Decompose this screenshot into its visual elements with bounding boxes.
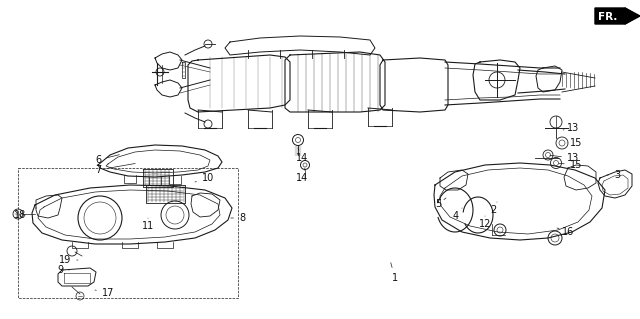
Text: 4: 4 bbox=[453, 208, 462, 221]
Polygon shape bbox=[595, 8, 638, 24]
Text: 17: 17 bbox=[95, 288, 114, 298]
Polygon shape bbox=[625, 8, 640, 24]
Text: 13: 13 bbox=[550, 153, 579, 163]
Text: 14: 14 bbox=[296, 168, 308, 183]
Text: 5: 5 bbox=[435, 198, 446, 209]
Text: 15: 15 bbox=[567, 138, 582, 148]
Text: 13: 13 bbox=[563, 123, 579, 133]
Text: 12: 12 bbox=[479, 216, 491, 229]
Text: 9: 9 bbox=[57, 265, 69, 275]
Text: 10: 10 bbox=[195, 173, 214, 183]
Text: 1: 1 bbox=[391, 263, 398, 283]
Text: 6: 6 bbox=[95, 155, 119, 165]
Text: 14: 14 bbox=[296, 148, 308, 163]
Text: 3: 3 bbox=[607, 170, 620, 180]
Text: 7: 7 bbox=[95, 163, 135, 175]
Text: 18: 18 bbox=[14, 210, 26, 220]
Text: 19: 19 bbox=[59, 255, 78, 265]
Text: 2: 2 bbox=[490, 202, 497, 215]
Text: 11: 11 bbox=[142, 218, 154, 231]
Text: 15: 15 bbox=[559, 160, 582, 170]
Text: 8: 8 bbox=[231, 213, 245, 223]
Text: FR.: FR. bbox=[598, 11, 618, 21]
Text: 16: 16 bbox=[557, 227, 574, 237]
